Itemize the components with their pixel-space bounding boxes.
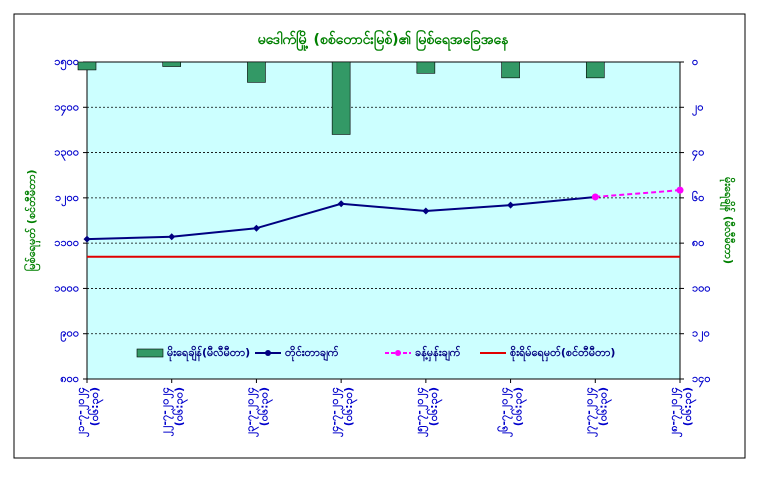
- legend-marker: [265, 350, 271, 356]
- x-tick-date: ၂၇-၇-၂၀၂၄: [582, 387, 598, 437]
- y-tick-label: ၁၅၀၀: [54, 55, 79, 71]
- chart-title: မဒေါက်မြို့ (စစ်တောင်းမြစ်)၏ မြစ်ရေအခြေအ…: [258, 30, 510, 51]
- bar: [162, 61, 182, 67]
- point: [337, 200, 345, 208]
- x-tick-time: (၀၆:၃၀): [88, 387, 104, 426]
- x-tick-label: ၂၂-၇-၂၀၂၄ (၀၆:၃၀): [159, 387, 189, 436]
- y-tick-label: ၁၁၀၀: [54, 236, 79, 249]
- x-tick-date: ၂၂-၇-၂၀၂၄: [159, 387, 175, 436]
- legend-label: ခန့်မှန်းချက်: [415, 345, 461, 362]
- x-tick-label: ၂၅-၇-၂၀၂၄ (၀၆:၃၀): [413, 387, 443, 437]
- x-tick-time: (၀၆:၃၀): [427, 387, 443, 426]
- x-tick-date: ၂၈-၇-၂၀၂၄: [667, 387, 683, 437]
- x-tick-time: (၀၆:၃၀): [173, 387, 189, 426]
- x-tick-date: ၂၄-၇-၂၀၂၄: [328, 387, 344, 437]
- x-tick-date: ၂၁-၇-၂၀၂၄: [74, 387, 90, 437]
- y2-tick-label: ၆၀: [692, 191, 704, 204]
- x-tick-time: (၀၆:၃၀): [512, 387, 528, 426]
- point: [676, 186, 684, 194]
- bar: [501, 61, 520, 79]
- x-tick-label: ၂၄-၇-၂၀၂၄ (၀၆:၃၀): [328, 387, 358, 437]
- legend-swatch: [136, 348, 164, 358]
- bar: [585, 61, 605, 79]
- x-tick-label: ၂၇-၇-၂၀၂၄ (၀၆:၃၀): [582, 387, 612, 437]
- bar: [416, 61, 436, 74]
- y-tick-label: ၁၃၀၀: [54, 146, 79, 162]
- y2-tick-label: ၁၀၀: [692, 281, 711, 294]
- point: [83, 235, 91, 243]
- x-tick-date: ၂၃-၇-၂၀၂၄: [243, 387, 259, 437]
- y2-tick-label: ၁၄၀: [692, 372, 711, 388]
- point: [422, 207, 430, 215]
- y2-tick-label: ၈၀: [692, 236, 704, 249]
- bar: [331, 61, 351, 135]
- y2-tick-label: ၁၂၀: [692, 327, 710, 343]
- point: [168, 233, 176, 241]
- bar: [77, 61, 97, 71]
- plot-area: [86, 61, 681, 380]
- legend-marker: [395, 350, 401, 356]
- point: [252, 224, 260, 232]
- x-tick-label: ၂၈-၇-၂၀၂၄ (၀၆:၃၀): [667, 387, 697, 437]
- point: [507, 201, 515, 209]
- y-axis-label: မြစ်ရေမှတ် (စင်တီမီတာ): [23, 169, 41, 271]
- x-tick-label: ၂၆-၇-၂၀၂၄ (၀၆:၃၀): [498, 387, 528, 437]
- legend-label: တိုင်းတာချက်: [285, 345, 339, 362]
- bar: [247, 61, 266, 83]
- x-tick-time: (၀၆:၃၀): [342, 387, 358, 426]
- x-tick-date: ၂၆-၇-၂၀၂၄: [498, 387, 514, 437]
- y-tick-label: ၁၀၀၀: [54, 281, 79, 294]
- x-tick-time: (၀၆:၃၀): [681, 387, 697, 426]
- y2-tick-label: ၂၀: [692, 100, 704, 116]
- y2-tick-label: ၀: [692, 55, 698, 68]
- x-tick-time: (၀၆:၃၀): [596, 387, 612, 426]
- x-tick-label: ၂၃-၇-၂၀၂၄ (၀၆:၃၀): [243, 387, 273, 437]
- legend-label: စိုးရိမ်ရေမှတ်(စင်တီမီတာ): [510, 345, 615, 362]
- y2-tick-label: ၄၀: [692, 146, 704, 162]
- line: [595, 189, 681, 198]
- point: [591, 193, 599, 201]
- y-tick-label: ၁၂၀၀: [55, 191, 79, 207]
- x-tick-time: (၀၆:၃၀): [257, 387, 273, 426]
- y2-axis-label: မိုးရေချိန် (မီလီမီတာ): [719, 177, 736, 264]
- y-tick-label: ၉၀၀: [60, 327, 79, 343]
- x-tick-date: ၂၅-၇-၂၀၂၄: [413, 387, 429, 437]
- x-tick-label: ၂၁-၇-၂၀၂၄ (၀၆:၃၀): [74, 387, 104, 437]
- legend-label: မိုးရေချိန်(မီလီမီတာ): [167, 345, 250, 362]
- y-tick-label: ၁၄၀၀: [54, 100, 79, 116]
- y-tick-label: ၈၀၀: [60, 372, 79, 385]
